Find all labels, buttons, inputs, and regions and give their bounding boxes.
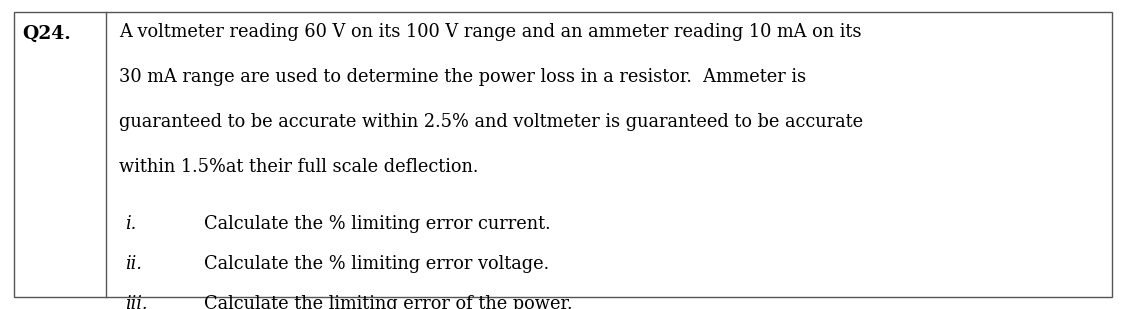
Text: guaranteed to be accurate within 2.5% and voltmeter is guaranteed to be accurate: guaranteed to be accurate within 2.5% an… bbox=[119, 113, 863, 131]
Text: i.: i. bbox=[125, 215, 136, 233]
Text: A voltmeter reading 60 V on its 100 V range and an ammeter reading 10 mA on its: A voltmeter reading 60 V on its 100 V ra… bbox=[119, 23, 862, 41]
Text: within 1.5%at their full scale deflection.: within 1.5%at their full scale deflectio… bbox=[119, 158, 478, 176]
Text: 30 mA range are used to determine the power loss in a resistor.  Ammeter is: 30 mA range are used to determine the po… bbox=[119, 68, 807, 86]
Text: Calculate the limiting error of the power.: Calculate the limiting error of the powe… bbox=[204, 295, 573, 309]
Text: Calculate the % limiting error voltage.: Calculate the % limiting error voltage. bbox=[204, 255, 549, 273]
Text: ii.: ii. bbox=[125, 255, 142, 273]
Text: iii.: iii. bbox=[125, 295, 147, 309]
Text: Calculate the % limiting error current.: Calculate the % limiting error current. bbox=[204, 215, 550, 233]
Text: Q24.: Q24. bbox=[22, 25, 71, 43]
